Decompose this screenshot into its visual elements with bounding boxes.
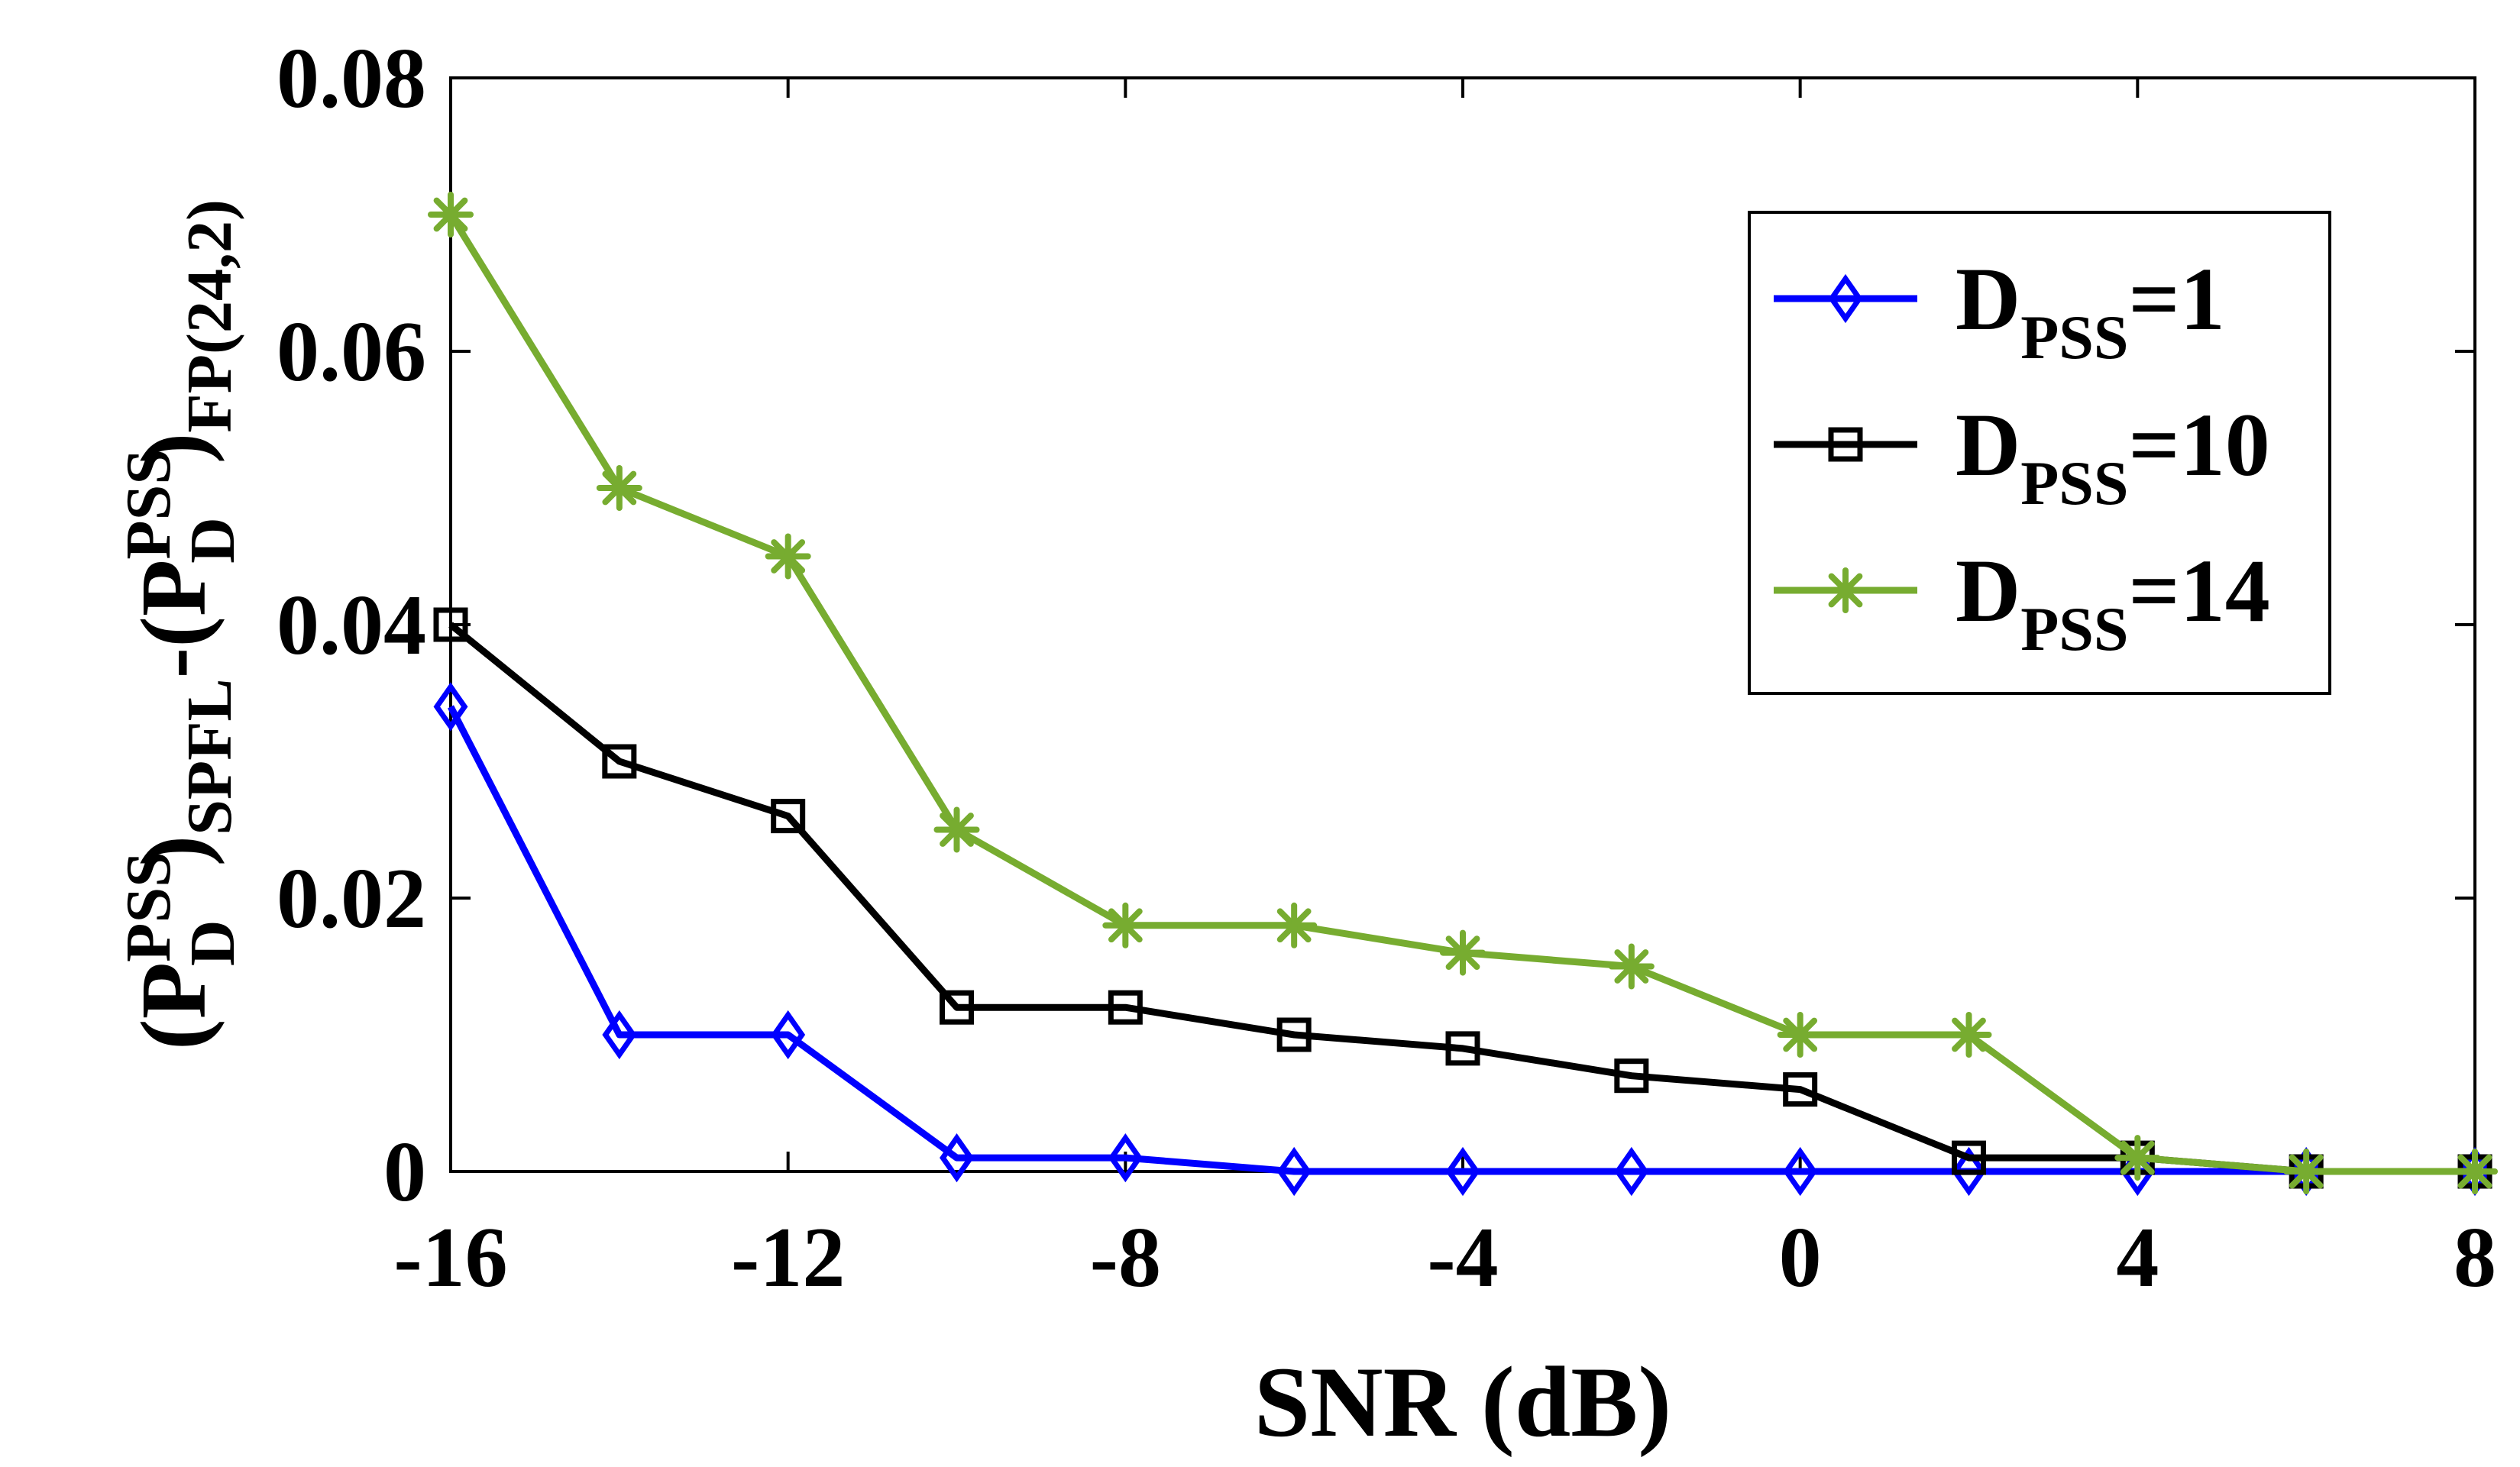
legend-label: DPSS=10	[1956, 395, 2270, 518]
y-label-open-paren-p: (P	[122, 962, 225, 1050]
asterisk-marker	[933, 806, 980, 853]
y-axis-label: (PPSSD)SPFL-(PPSSD)FP(24,2)	[113, 199, 248, 1050]
y-label-sup-pss-1: PSS	[113, 851, 184, 962]
diamond-marker	[1276, 1146, 1312, 1197]
y-label-sub-spfl: SPFL	[174, 678, 245, 835]
x-tick-label: -4	[1427, 1210, 1498, 1305]
legend-entry: DPSS=10	[1774, 395, 2270, 518]
legend-label: DPSS=1	[1956, 249, 2225, 372]
asterisk-marker	[1102, 902, 1149, 948]
square-marker	[602, 744, 637, 779]
x-tick-label: 0	[1779, 1210, 1822, 1305]
asterisk-marker	[2283, 1149, 2330, 1194]
asterisk-marker	[1271, 902, 1318, 948]
square-marker	[1783, 1072, 1818, 1107]
axis-ticks: -16 -12 -8 -4 0 4 8 0 0.02 0.04 0.06 0.08	[277, 31, 2496, 1305]
diamond-marker	[1783, 1146, 1818, 1197]
diamond-marker	[602, 1010, 637, 1060]
square-marker	[1445, 1031, 1480, 1066]
asterisk-marker	[1946, 1012, 1992, 1058]
diamond-marker	[1614, 1146, 1649, 1197]
y-label-sub-d-1: D	[177, 919, 248, 966]
legend-box	[1748, 211, 2331, 695]
legend-label: DPSS=14	[1956, 541, 2270, 664]
x-tick-label: -16	[393, 1210, 507, 1305]
diamond-marker	[1108, 1133, 1143, 1183]
legend-entry: DPSS=14	[1774, 541, 2270, 664]
diamond-marker	[771, 1010, 806, 1060]
y-tick-label: 0.06	[277, 305, 426, 399]
asterisk-marker	[428, 192, 474, 237]
y-label-sub-d-2: D	[177, 517, 248, 564]
y-label-mid-p: -(P	[122, 560, 225, 679]
x-axis-label: SNR (dB)	[1254, 1346, 1671, 1458]
y-label-sub-fp: FP(24,2)	[174, 199, 245, 433]
asterisk-marker	[1777, 1012, 1823, 1058]
diamond-marker	[433, 682, 468, 732]
legend: DPSS=1 DPSS=10 DPSS=14	[1748, 211, 2331, 695]
y-tick-label: 0.02	[277, 851, 426, 946]
y-label-close-paren-1: )	[122, 835, 225, 867]
x-tick-label: 8	[2454, 1210, 2496, 1305]
asterisk-marker	[1823, 567, 1868, 613]
series-square	[433, 607, 2493, 1189]
x-tick-label: 4	[2116, 1210, 2159, 1305]
series-asterisk	[428, 192, 2498, 1194]
asterisk-marker	[1440, 929, 1486, 976]
x-tick-label: -12	[731, 1210, 845, 1305]
square-marker	[1614, 1058, 1649, 1094]
diamond-marker	[940, 1133, 974, 1183]
legend-entries: DPSS=1 DPSS=10 DPSS=14	[1774, 249, 2270, 664]
diamond-marker	[1952, 1146, 1986, 1197]
square-marker	[1952, 1140, 1986, 1175]
square-marker	[771, 799, 806, 834]
square-marker	[1828, 427, 1863, 462]
diamond-marker	[1445, 1146, 1480, 1197]
square-marker	[940, 990, 974, 1025]
legend-entry: DPSS=1	[1774, 249, 2225, 372]
x-tick-label: -8	[1090, 1210, 1161, 1305]
square-marker	[433, 607, 468, 642]
y-tick-label: 0.08	[277, 31, 426, 126]
asterisk-marker	[2114, 1135, 2161, 1181]
y-tick-label: 0.04	[277, 578, 426, 673]
diamond-marker	[1828, 273, 1863, 324]
y-label-close-paren-2: )	[122, 433, 225, 464]
square-marker	[1108, 990, 1143, 1025]
series-layer	[428, 192, 2498, 1197]
y-label-sup-pss-2: PSS	[113, 449, 184, 560]
series-line	[448, 622, 2475, 1175]
asterisk-marker	[765, 533, 811, 580]
square-marker	[1276, 1017, 1312, 1052]
y-tick-label: 0	[383, 1125, 426, 1220]
asterisk-marker	[1608, 943, 1655, 990]
asterisk-marker	[2452, 1149, 2498, 1194]
asterisk-marker	[596, 465, 642, 511]
